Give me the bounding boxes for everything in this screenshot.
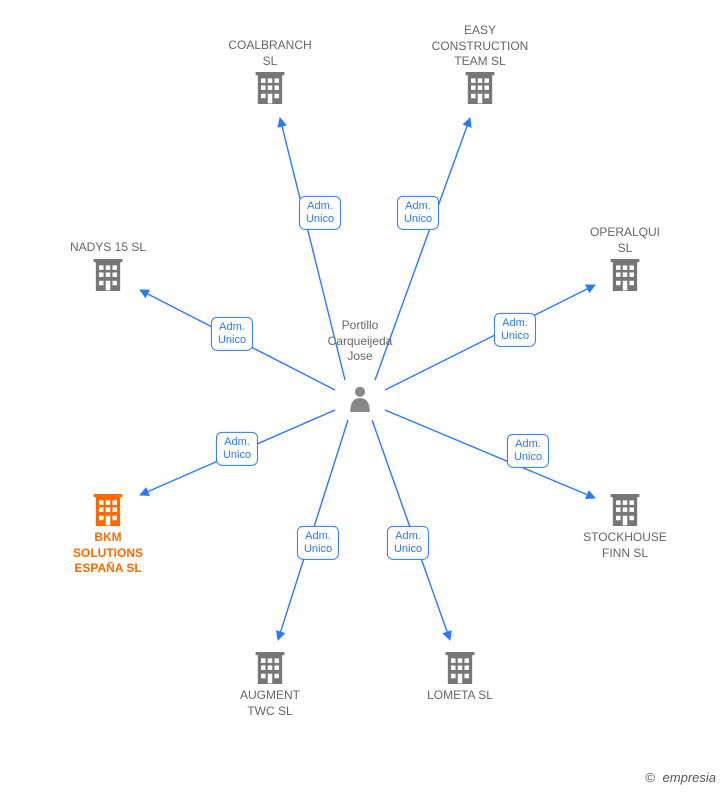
company-label-line: STOCKHOUSE xyxy=(565,530,685,546)
company-label-line: NADYS 15 SL xyxy=(48,240,168,256)
edge-label-line: Unico xyxy=(404,213,432,226)
edge-label-line: Adm. xyxy=(501,317,529,330)
company-label-line: TWC SL xyxy=(210,704,330,720)
company-label-line: CONSTRUCTION xyxy=(420,39,540,55)
building-icon xyxy=(94,259,123,291)
company-node: EASYCONSTRUCTIONTEAM SL xyxy=(420,23,540,70)
building-icon xyxy=(256,72,285,104)
company-label-line: EASY xyxy=(420,23,540,39)
center-person-label: PortilloCarqueijedaJose xyxy=(328,318,393,365)
edge-label-line: Adm. xyxy=(394,530,422,543)
company-node: STOCKHOUSEFINN SL xyxy=(565,530,685,561)
edge-label: Adm.Unico xyxy=(216,432,258,466)
company-label-line: OPERALQUI xyxy=(565,225,685,241)
copyright-symbol: © xyxy=(645,770,655,785)
edge-arrow xyxy=(385,410,595,498)
edge-label-line: Adm. xyxy=(218,321,246,334)
building-icon xyxy=(256,652,285,684)
building-icon xyxy=(466,72,495,104)
edge-label-line: Adm. xyxy=(514,438,542,451)
edge-label: Adm.Unico xyxy=(387,526,429,560)
edge-label: Adm.Unico xyxy=(297,526,339,560)
company-label-line: SL xyxy=(210,54,330,70)
company-label-line: ESPAÑA SL xyxy=(48,561,168,577)
edge-label-line: Unico xyxy=(223,449,251,462)
footer-text: empresia xyxy=(663,770,716,785)
company-label-line: SOLUTIONS xyxy=(48,546,168,562)
person-icon xyxy=(350,387,370,412)
edge-label-line: Adm. xyxy=(304,530,332,543)
diagram-svg xyxy=(0,0,728,795)
edge-label: Adm.Unico xyxy=(397,196,439,230)
company-node: AUGMENTTWC SL xyxy=(210,688,330,719)
edge-label-line: Adm. xyxy=(306,200,334,213)
center-label-line: Portillo xyxy=(328,318,393,334)
building-icon xyxy=(446,652,475,684)
edge-label-line: Adm. xyxy=(223,436,251,449)
company-label-line: FINN SL xyxy=(565,546,685,562)
edge-label-line: Unico xyxy=(394,543,422,556)
edge-label-line: Unico xyxy=(514,451,542,464)
edge-label: Adm.Unico xyxy=(494,313,536,347)
company-label-line: LOMETA SL xyxy=(400,688,520,704)
footer-credit: © empresia xyxy=(645,770,716,785)
edge-label-line: Adm. xyxy=(404,200,432,213)
center-label-line: Carqueijeda xyxy=(328,334,393,350)
building-icon xyxy=(94,494,123,526)
company-label-line: TEAM SL xyxy=(420,54,540,70)
center-label-line: Jose xyxy=(328,349,393,365)
company-node: OPERALQUISL xyxy=(565,225,685,256)
edge-label: Adm.Unico xyxy=(211,317,253,351)
building-icon xyxy=(611,259,640,291)
company-node: NADYS 15 SL xyxy=(48,240,168,256)
company-node: COALBRANCHSL xyxy=(210,38,330,69)
edge-label-line: Unico xyxy=(304,543,332,556)
edge-label: Adm.Unico xyxy=(299,196,341,230)
company-node: BKMSOLUTIONSESPAÑA SL xyxy=(48,530,168,577)
edge-label-line: Unico xyxy=(501,330,529,343)
company-label-line: SL xyxy=(565,241,685,257)
edge-label-line: Unico xyxy=(218,334,246,347)
company-label-line: AUGMENT xyxy=(210,688,330,704)
company-label-line: BKM xyxy=(48,530,168,546)
building-icon xyxy=(611,494,640,526)
edge-label: Adm.Unico xyxy=(507,434,549,468)
company-node: LOMETA SL xyxy=(400,688,520,704)
edge-label-line: Unico xyxy=(306,213,334,226)
edge-arrow xyxy=(385,285,595,390)
company-label-line: COALBRANCH xyxy=(210,38,330,54)
